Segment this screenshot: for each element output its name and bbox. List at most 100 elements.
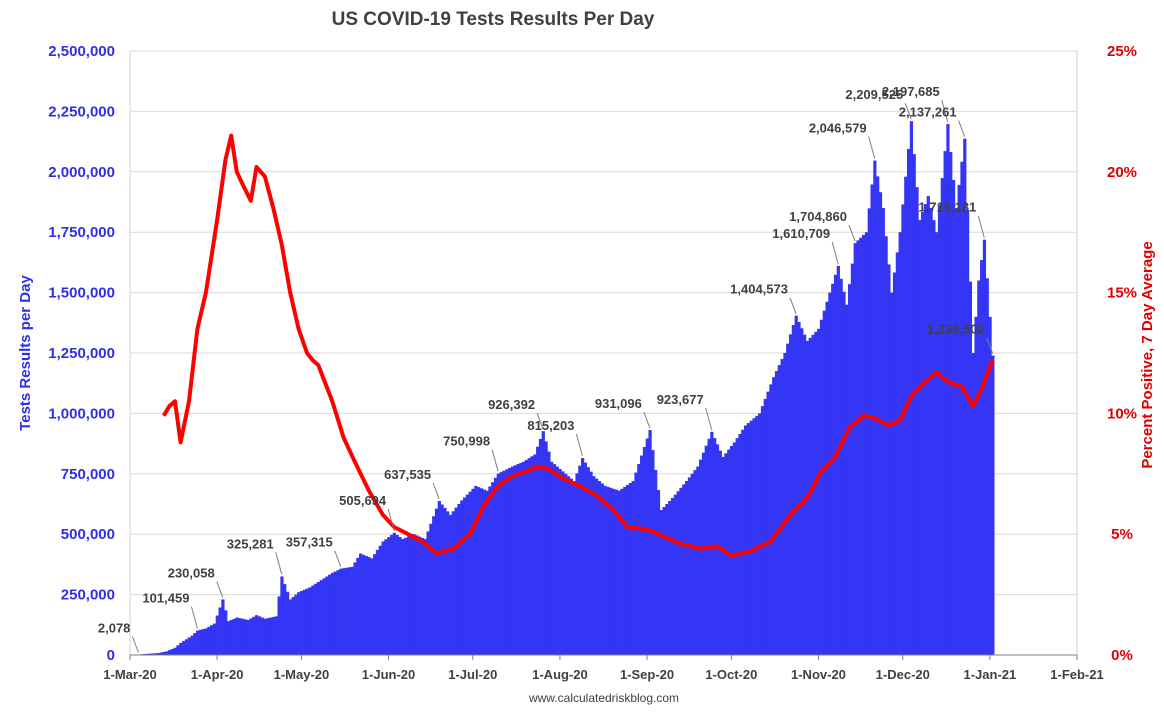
bar xyxy=(628,482,633,655)
annotation-label: 926,392 xyxy=(488,397,535,412)
x-tick-label: 1-Aug-20 xyxy=(532,667,588,682)
bar xyxy=(375,549,380,655)
annotation-label: 1,404,573 xyxy=(730,282,788,297)
bar xyxy=(575,473,579,655)
bar xyxy=(457,504,461,655)
y-tick-label: 1,250,000 xyxy=(48,345,115,362)
bar xyxy=(949,152,953,655)
bar xyxy=(693,470,697,655)
bar xyxy=(699,459,703,655)
bar xyxy=(645,438,649,655)
y-axis-label-left: Tests Results per Day xyxy=(17,275,34,431)
bar xyxy=(361,554,366,655)
bar xyxy=(249,618,253,655)
bar xyxy=(179,642,183,655)
bar xyxy=(477,487,481,655)
bar xyxy=(772,377,776,655)
credit-text: www.calculatedriskblog.com xyxy=(528,691,679,705)
bar xyxy=(277,596,281,655)
bar xyxy=(229,619,233,655)
bar xyxy=(853,243,857,655)
bar xyxy=(954,208,958,656)
bar xyxy=(423,539,427,655)
bar xyxy=(912,154,916,655)
annotation-label: 2,209,525 xyxy=(845,87,903,102)
bar xyxy=(224,610,228,655)
bar xyxy=(581,458,585,655)
annotation-leader xyxy=(190,606,198,629)
bar xyxy=(566,476,571,655)
bar xyxy=(547,451,551,655)
bar xyxy=(443,507,447,655)
bar xyxy=(892,272,897,655)
percent-positive-line xyxy=(161,133,995,558)
bar xyxy=(895,252,899,656)
bar xyxy=(937,205,942,655)
bar xyxy=(384,539,388,655)
bar xyxy=(347,567,351,655)
bar xyxy=(496,473,500,655)
bar xyxy=(932,220,936,655)
bar xyxy=(684,481,689,655)
annotation-leader xyxy=(848,224,856,242)
bar xyxy=(255,615,259,655)
bar xyxy=(946,124,950,655)
bar xyxy=(786,343,790,655)
bar xyxy=(974,316,978,655)
bar xyxy=(704,445,708,655)
annotation-label: 923,677 xyxy=(657,392,704,407)
annotation-leader xyxy=(491,449,499,472)
bar xyxy=(878,192,883,655)
bar xyxy=(788,334,793,655)
bar xyxy=(353,562,357,655)
bar xyxy=(755,415,759,655)
bar xyxy=(642,447,647,655)
bar xyxy=(465,494,470,655)
annotation-label: 505,694 xyxy=(339,493,387,508)
bar xyxy=(561,471,565,655)
bar xyxy=(963,138,967,655)
annotation-leader xyxy=(131,636,139,653)
bar xyxy=(418,536,422,655)
bar xyxy=(935,232,939,655)
bar xyxy=(151,653,155,655)
bar xyxy=(271,616,276,655)
bar xyxy=(471,488,475,655)
bar xyxy=(448,514,453,655)
bar xyxy=(395,534,399,655)
axis-ticks: 0 250,000 500,000 750,000 1,000,000 1,250,000… xyxy=(48,43,1137,682)
bar xyxy=(167,650,172,655)
bar xyxy=(181,641,186,655)
bar xyxy=(190,635,194,655)
bar-series xyxy=(137,121,995,656)
bar xyxy=(159,652,163,655)
bar xyxy=(592,476,596,655)
bar xyxy=(260,617,264,655)
bar xyxy=(235,617,239,655)
bar xyxy=(606,486,610,655)
bar xyxy=(210,625,214,655)
bar xyxy=(988,316,992,655)
bar xyxy=(603,485,607,655)
bar xyxy=(322,578,326,655)
bar xyxy=(437,500,441,655)
bar xyxy=(654,470,658,655)
bar xyxy=(226,621,231,655)
annotation-leader xyxy=(977,215,985,238)
bar xyxy=(738,433,742,655)
bar xyxy=(196,630,200,655)
bar xyxy=(308,587,312,655)
bar xyxy=(156,653,160,655)
bar xyxy=(569,478,573,655)
bar xyxy=(555,466,559,655)
bar xyxy=(578,465,582,655)
bar xyxy=(856,240,860,655)
x-tick-label: 1-Jan-21 xyxy=(964,667,1017,682)
bar xyxy=(814,331,818,655)
bar xyxy=(297,592,301,655)
y-tick-label: 1,000,000 xyxy=(48,405,115,422)
bar xyxy=(274,616,278,655)
bar xyxy=(198,629,203,655)
bar xyxy=(462,497,467,655)
bar xyxy=(294,594,298,655)
